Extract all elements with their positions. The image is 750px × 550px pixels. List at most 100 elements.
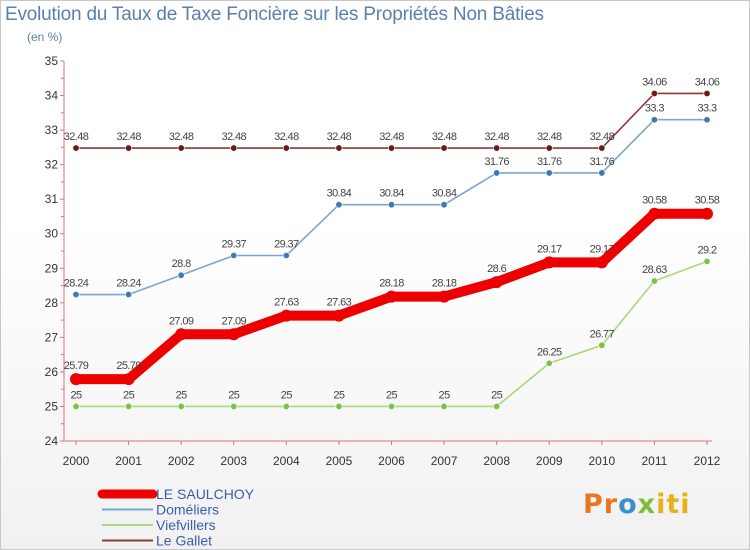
data-label: 29.37	[221, 238, 246, 250]
x-tick-label: 2009	[536, 454, 563, 468]
data-label: 32.48	[327, 131, 352, 143]
data-point	[493, 144, 501, 152]
data-label: 33.3	[645, 103, 664, 115]
data-point	[227, 328, 240, 341]
data-label: 31.76	[590, 156, 615, 168]
data-labels: 32.48 32.48 32.48 32.48 32.48 32.48 32.48 32.48…	[64, 76, 721, 401]
data-label: 32.48	[64, 131, 89, 143]
x-tick-label: 2008	[483, 454, 510, 468]
data-label: 28.18	[379, 278, 404, 290]
x-tick-label: 2005	[326, 454, 353, 468]
data-point	[543, 256, 556, 269]
data-point	[335, 144, 343, 152]
proxiti-logo: Proxiti	[583, 489, 691, 520]
y-tick-label: 26	[45, 365, 59, 379]
data-point	[385, 290, 398, 303]
data-point	[598, 144, 606, 152]
data-point	[650, 89, 658, 97]
x-tick-label: 2000	[63, 454, 90, 468]
data-label: 25	[439, 389, 451, 401]
data-point	[493, 402, 501, 410]
data-point	[703, 257, 711, 265]
data-label: 30.84	[379, 188, 404, 200]
data-point	[230, 251, 238, 259]
y-tick-label: 30	[45, 227, 59, 241]
data-label: 32.48	[432, 131, 457, 143]
data-label: 27.63	[274, 297, 299, 309]
data-label: 26.25	[537, 346, 562, 358]
data-label: 32.48	[537, 131, 562, 143]
x-tick-label: 2011	[642, 454, 668, 468]
data-label: 25	[386, 389, 398, 401]
data-point	[595, 256, 608, 269]
data-point	[332, 309, 345, 322]
data-label: 25	[333, 389, 345, 401]
data-point	[230, 402, 238, 410]
data-label: 30.58	[642, 195, 667, 207]
data-label: 25	[491, 389, 503, 401]
x-tick-label: 2012	[694, 454, 721, 468]
data-label: 25	[281, 389, 293, 401]
legend-label: Doméliers	[156, 502, 219, 518]
data-label: 28.24	[116, 278, 141, 290]
data-point	[387, 144, 395, 152]
legend-label: LE SAULCHOY	[156, 486, 255, 502]
data-label: 34.06	[695, 76, 720, 88]
data-point	[230, 144, 238, 152]
y-tick-label: 33	[45, 123, 59, 137]
data-point	[648, 207, 661, 220]
data-point	[701, 207, 713, 220]
data-label: 31.76	[484, 156, 509, 168]
series-le-saulchoy	[70, 207, 713, 386]
y-tick-label: 31	[45, 192, 59, 206]
unit-label: (en %)	[27, 30, 63, 44]
data-label: 29.2	[697, 244, 716, 256]
data-point	[280, 309, 293, 322]
data-label: 32.48	[274, 131, 299, 143]
data-point	[177, 271, 185, 279]
chart-title: Evolution du Taux de Taxe Foncière sur l…	[5, 4, 544, 25]
data-label: 29.17	[590, 243, 615, 255]
data-point	[493, 169, 501, 177]
data-label: 30.58	[695, 195, 720, 207]
y-tick-label: 35	[45, 54, 59, 68]
data-point	[703, 116, 711, 124]
data-label: 29.17	[537, 243, 562, 255]
y-tick-label: 27	[45, 330, 59, 344]
data-label: 25	[123, 389, 135, 401]
data-point	[650, 116, 658, 124]
data-point	[598, 341, 606, 349]
data-point	[703, 89, 711, 97]
data-label: 28.18	[432, 278, 457, 290]
legend-label: Le Gallet	[156, 533, 212, 549]
data-label: 27.09	[169, 315, 194, 327]
data-point	[282, 251, 290, 259]
data-point	[125, 144, 133, 152]
data-label: 28.8	[172, 258, 191, 270]
data-label: 32.48	[590, 131, 615, 143]
x-tick-label: 2003	[220, 454, 247, 468]
x-tick-label: 2007	[431, 454, 458, 468]
data-label: 27.63	[327, 297, 352, 309]
data-label: 30.84	[432, 188, 457, 200]
y-tick-label: 32	[45, 158, 59, 172]
legend-label: Viefvillers	[156, 517, 216, 533]
data-label: 28.24	[64, 278, 89, 290]
data-label: 32.48	[116, 131, 141, 143]
axes: 24 25 26 27 28 29 30 31 32 33 34 35 2000 2001 2002 2003…	[45, 54, 721, 468]
data-point	[387, 402, 395, 410]
data-point	[650, 277, 658, 285]
data-point	[72, 402, 80, 410]
y-tick-label: 29	[45, 261, 59, 275]
data-point	[598, 169, 606, 177]
data-point	[72, 144, 80, 152]
x-tick-label: 2002	[168, 454, 195, 468]
data-point	[282, 144, 290, 152]
data-point	[440, 402, 448, 410]
data-point	[122, 373, 135, 386]
data-point	[335, 402, 343, 410]
series-viefvillers	[72, 257, 711, 410]
data-point	[440, 201, 448, 209]
